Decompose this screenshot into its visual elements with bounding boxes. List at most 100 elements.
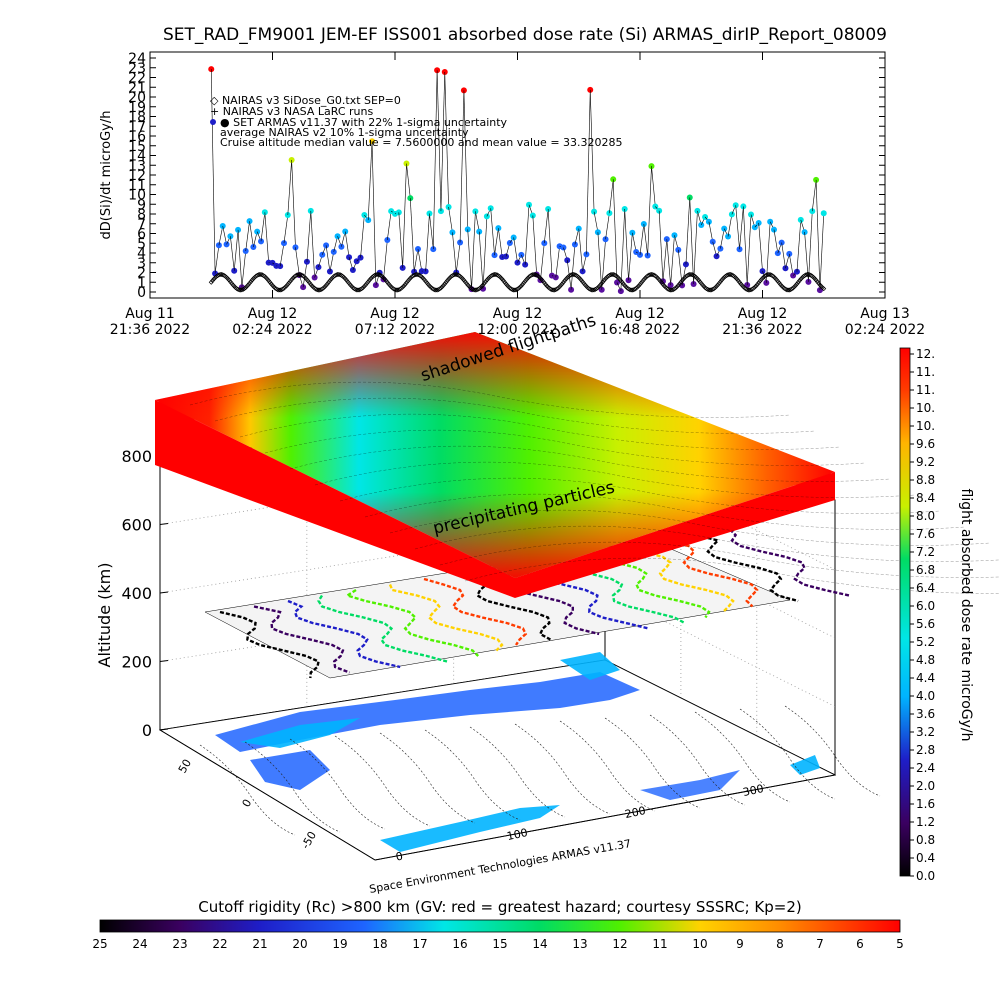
armas-connector [727,214,733,237]
slab-stripe [314,461,916,498]
dose-colorbar-tick-label: 2.4 [916,761,935,775]
nairas-point [749,286,755,292]
armas-connector [302,261,308,288]
legend-entry-cruise: Cruise altitude median value = 7.5600000… [220,136,623,149]
nairas-point [632,286,638,292]
top-y-tick-label: 3 [137,256,146,272]
rigidity-colorbar-title: Cutoff rigidity (Rc) >800 km (GV: red = … [198,898,801,916]
nairas-point [472,287,478,293]
nairas-point [372,272,378,278]
nairas-point [208,279,214,285]
longitude-tick-label: 100 [506,826,529,843]
slab-left-face [155,400,515,598]
armas-connector [498,228,503,258]
top-y-tick-label: 11 [128,178,146,194]
nairas-point [711,286,717,292]
top-y-tick-label: 0 [137,285,146,301]
nairas-point [368,276,374,282]
iss-orbit-track [317,594,448,663]
nairas-point [446,276,452,282]
slab-stripe [189,381,791,418]
dose-colorbar-bar [899,347,911,877]
armas-connector [609,179,614,214]
nairas-point [430,286,436,292]
nairas-point [599,280,605,286]
nairas-point [247,280,253,286]
rigidity-colorbar-tick-label: 22 [212,937,227,951]
armas-connector [597,232,603,290]
dose-colorbar-tick-label: 9.6 [916,437,935,451]
top-x-tick-label-time: 02:24 2022 [232,322,312,338]
latitude-tick-label: 0 [240,797,255,810]
iss-orbit-track [729,528,850,597]
nairas-point [751,285,757,291]
nairas-point [803,272,809,278]
nairas-point [391,286,397,292]
altitude-axis-label: Altitude (km) [95,563,114,668]
armas-connector [214,245,220,274]
nairas-point [668,287,674,293]
nairas-point [752,284,758,290]
nairas-point [594,286,600,292]
rigidity-colorbar-tick-label: 12 [612,937,627,951]
iss-orbit-track [388,584,504,652]
nairas-point [277,287,283,293]
nairas-point [807,272,813,278]
nairas-point [563,276,569,282]
nairas-point [328,276,334,282]
legend-entry-nairas-sep0: ◇ NAIRAS v3 SiDose_G0.txt SEP=0 [210,94,401,107]
nairas-point [606,272,612,278]
top-plot-grid [149,52,886,298]
armas-connector [543,208,549,244]
nairas-point [489,272,495,278]
armas-connector [329,251,335,272]
nairas-point [493,272,499,278]
armas-connector [605,213,610,240]
top-x-tick-label-time: 21:36 2022 [110,322,190,338]
nairas-point [646,272,652,278]
nairas-point [281,285,287,291]
dose-colorbar-label: flight absorbed dose rate microGy/h [958,489,974,742]
dose-colorbar-tick-label: 6.8 [916,563,935,577]
nairas-point [716,280,722,286]
nairas-point [508,286,514,292]
top-x-tick-label-day: Aug 12 [738,306,788,322]
nairas-point [640,278,646,284]
nairas-point [558,282,564,288]
dose-colorbar-ticks: 12. 11. 11. 10. 10. 9.6 9.2 8.8 8.4 8.0 7.6 7.2 6.8 6… [910,347,935,883]
dose-colorbar-tick-label: 1.6 [916,797,935,811]
armas-connector [811,179,817,212]
altitude-tick [159,523,169,525]
nairas-point [559,281,565,287]
armas-connector [628,232,633,281]
top-y-tick-label: 1 [137,275,146,291]
top-y-tick-label: 16 [128,129,146,145]
nairas-point [405,278,411,284]
armas-connector [601,239,606,290]
top-y-tick-label: 14 [128,149,146,165]
landmass-mid [250,750,330,790]
nairas-point [562,278,568,284]
nairas-point [480,282,486,288]
armas-connector [283,214,289,244]
nairas-point [406,277,412,283]
nairas-point [673,285,679,291]
nairas-point [587,286,593,292]
altitude-tick-label: 600 [121,516,152,535]
nairas-point [321,285,327,291]
nairas-point [484,277,490,283]
armas-connector [482,216,488,289]
top-y-tick-label: 21 [128,80,146,96]
armas-connector [524,204,530,265]
nairas-point [568,272,574,278]
rigidity-colorbar-tick-label: 23 [172,937,187,951]
nairas-point [313,286,319,292]
dose-colorbar-tick-label: 3.6 [916,707,935,721]
armas-connector [306,210,312,262]
armas-connector [689,197,694,284]
dose-colorbar-tick-label: 10. [916,419,935,433]
dose-colorbar-tick-label: 6.4 [916,581,935,595]
nairas-point [250,276,256,282]
nairas-point [611,272,617,278]
nairas-point [720,276,726,282]
